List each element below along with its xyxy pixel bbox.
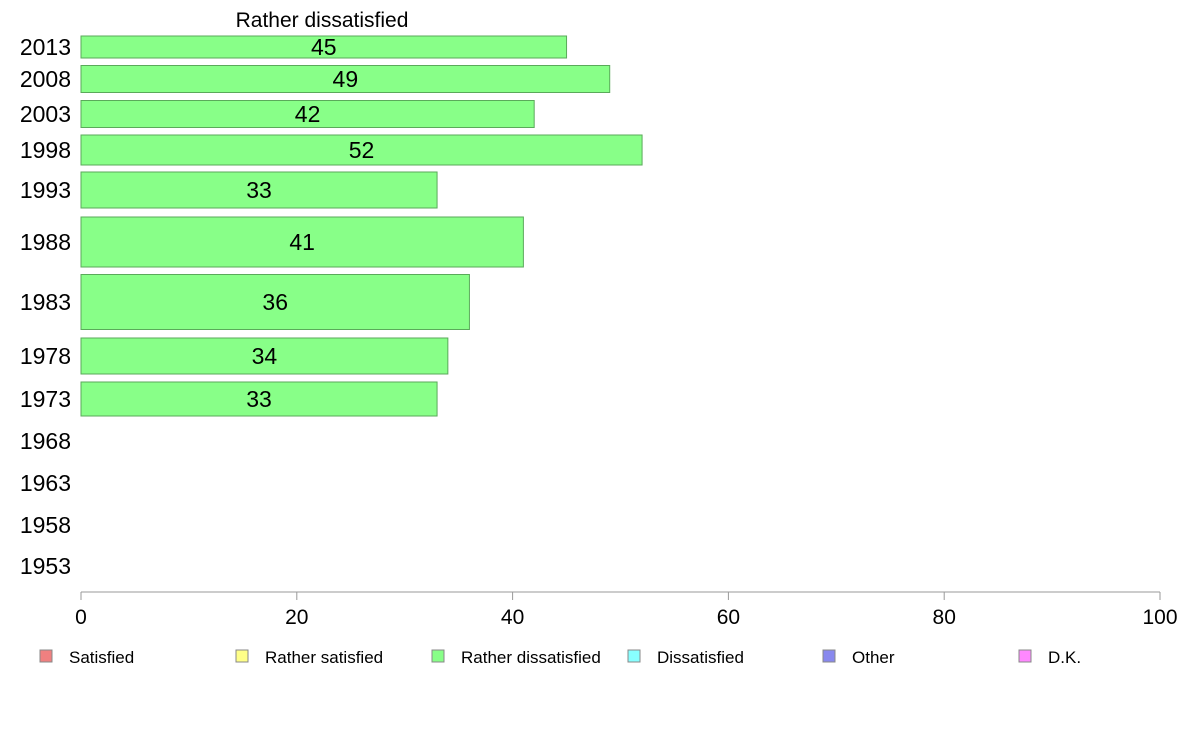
- chart-title: Rather dissatisfied: [236, 9, 409, 32]
- category-label-1998: 1998: [20, 137, 71, 163]
- legend-label-5: D.K.: [1048, 648, 1081, 667]
- category-labels: 2013 2008 2003 1998 1993 1988 1983 1978 1973 1968…: [20, 34, 71, 579]
- category-label-2013: 2013: [20, 34, 71, 60]
- bar-1973: [80, 381, 438, 417]
- data-label-2003: 42: [295, 101, 321, 127]
- bar-1978: [80, 337, 449, 375]
- data-label-1983: 36: [262, 289, 288, 315]
- legend-swatch-3: [627, 649, 641, 663]
- data-label-1978: 34: [252, 343, 278, 369]
- category-label-1963: 1963: [20, 470, 71, 496]
- legend-label-0: Satisfied: [69, 648, 134, 667]
- category-label-1958: 1958: [20, 512, 71, 538]
- x-tick-label-20: 20: [285, 606, 308, 629]
- category-label-2003: 2003: [20, 101, 71, 127]
- data-label-2008: 49: [333, 66, 359, 92]
- data-label-1993: 33: [246, 177, 272, 203]
- bar-2013: [80, 35, 568, 59]
- x-axis: 0 20 40 60 80 100: [75, 591, 1178, 629]
- category-label-1983: 1983: [20, 289, 71, 315]
- category-label-1973: 1973: [20, 386, 71, 412]
- bar-1988: [80, 216, 524, 268]
- legend-swatch-4: [822, 649, 836, 663]
- x-tick-label-60: 60: [717, 606, 740, 629]
- category-label-1968: 1968: [20, 428, 71, 454]
- legend-label-3: Dissatisfied: [657, 648, 744, 667]
- legend: Satisfied Rather satisfied Rather dissatis…: [39, 648, 1081, 667]
- category-label-1953: 1953: [20, 553, 71, 579]
- bar-1993: [80, 171, 438, 209]
- legend-label-1: Rather satisfied: [265, 648, 383, 667]
- x-tick-label-40: 40: [501, 606, 524, 629]
- data-label-1973: 33: [246, 386, 272, 412]
- category-label-1993: 1993: [20, 177, 71, 203]
- bars-layer: 45 49 42 52 33 41 36 34 33: [80, 34, 643, 417]
- bar-2008: [80, 65, 611, 93]
- category-label-1978: 1978: [20, 343, 71, 369]
- legend-swatch-5: [1018, 649, 1032, 663]
- legend-swatch-2: [431, 649, 445, 663]
- data-label-1998: 52: [349, 137, 375, 163]
- legend-label-2: Rather dissatisfied: [461, 648, 601, 667]
- x-tick-label-0: 0: [75, 606, 87, 629]
- bar-1998: [80, 134, 643, 166]
- x-tick-label-80: 80: [933, 606, 956, 629]
- category-label-2008: 2008: [20, 66, 71, 92]
- legend-swatch-0: [39, 649, 53, 663]
- bar-2003: [80, 100, 535, 128]
- legend-swatch-1: [235, 649, 249, 663]
- legend-label-4: Other: [852, 648, 895, 667]
- data-label-2013: 45: [311, 34, 337, 60]
- category-label-1988: 1988: [20, 229, 71, 255]
- bar-1983: [80, 274, 470, 330]
- data-label-1988: 41: [289, 229, 315, 255]
- x-tick-label-100: 100: [1142, 606, 1177, 629]
